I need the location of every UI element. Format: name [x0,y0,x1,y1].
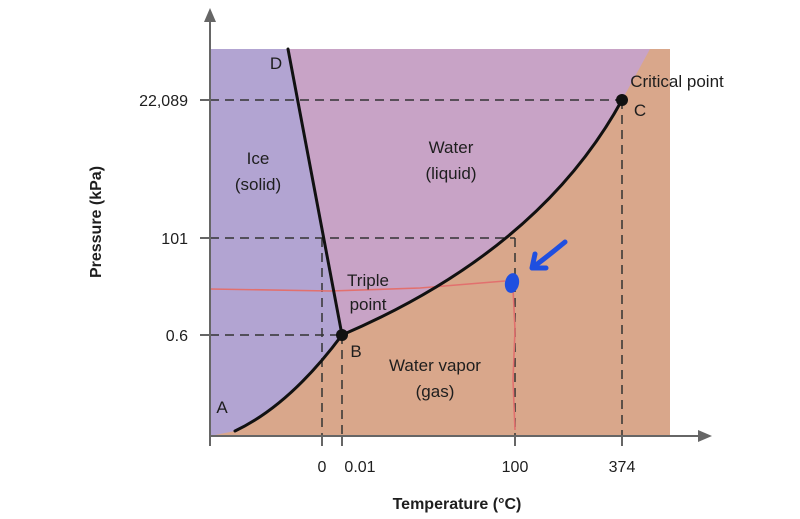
y-tick-label-101: 101 [161,231,188,248]
melting-curve-bd [286,47,344,337]
x-tick-label-0: 0 [318,459,327,476]
liquid-label-sub: (liquid) [425,164,476,183]
blue-arrow-annotation [529,239,568,271]
liquid-label: Water [429,138,474,157]
triple-point-dot [336,329,348,341]
vaporization-curve-bc [340,98,624,337]
triple-point-label-sub: point [350,295,387,314]
blue-mark-annotation [504,273,520,293]
triple-point-label: Triple [347,271,389,290]
x-tick-label-0-01: 0.01 [344,459,375,476]
point-label-d: D [270,54,282,73]
y-axis-arrow [204,8,216,22]
y-tick-label-22089: 22,089 [139,93,188,110]
x-tick-label-374: 374 [609,459,636,476]
y-tick-label-0-6: 0.6 [166,328,188,345]
x-tick-label-100: 100 [502,459,529,476]
x-axis-arrow [698,430,712,442]
sublimation-curve-ab [233,333,344,433]
x-axis-title: Temperature (°C) [393,496,522,513]
point-label-c: C [634,101,646,120]
point-label-a: A [216,398,228,417]
red-annotation-horizontal [209,280,506,292]
vapor-label-sub: (gas) [416,382,455,401]
y-axis-title: Pressure (kPa) [88,166,105,278]
critical-point-label: Critical point [630,72,724,91]
ice-region [210,49,342,436]
point-label-b: B [350,342,361,361]
liquid-region [288,49,650,335]
vapor-label: Water vapor [389,356,481,375]
red-annotation-vertical [512,287,516,431]
critical-point-dot [616,94,628,106]
ice-label-sub: (solid) [235,175,281,194]
ice-label: Ice [247,149,270,168]
